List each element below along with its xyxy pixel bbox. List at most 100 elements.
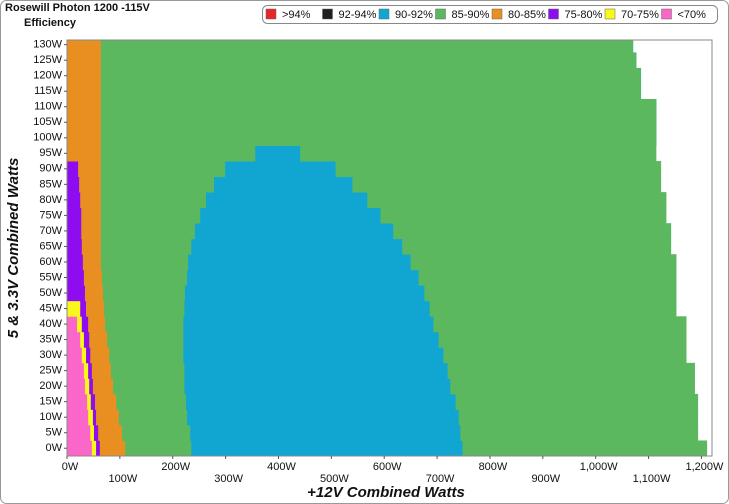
efficiency-cell — [335, 161, 662, 177]
x-tick-label: 300W — [214, 473, 243, 485]
y-tick-label: 90W — [39, 163, 62, 175]
efficiency-cell — [109, 347, 184, 364]
efficiency-cell — [104, 300, 185, 317]
efficiency-cell — [81, 223, 102, 240]
efficiency-cell — [80, 331, 85, 348]
efficiency-cell — [89, 331, 108, 348]
efficiency-cell — [112, 378, 185, 395]
legend-box — [262, 5, 718, 24]
y-tick-label: 25W — [39, 365, 62, 377]
efficiency-cell — [90, 424, 95, 441]
efficiency-cell — [89, 378, 94, 395]
efficiency-cell — [402, 238, 672, 255]
efficiency-cell — [443, 347, 687, 364]
efficiency-cell — [67, 83, 102, 100]
efficiency-cell — [67, 67, 102, 84]
efficiency-cell — [67, 254, 84, 271]
legend-swatch — [265, 8, 277, 20]
efficiency-cell — [191, 440, 463, 456]
efficiency-cell — [87, 393, 92, 410]
y-tick-label: 30W — [39, 349, 62, 361]
efficiency-cell — [300, 145, 657, 162]
efficiency-cell — [200, 207, 381, 224]
legend-swatch — [491, 8, 503, 20]
y-tick-label: 55W — [39, 271, 62, 283]
efficiency-cell — [67, 300, 81, 317]
y-tick-label: 105W — [33, 116, 62, 128]
efficiency-cell — [183, 347, 444, 364]
efficiency-cell — [78, 161, 102, 177]
efficiency-cell — [100, 161, 226, 177]
efficiency-cell — [184, 300, 431, 317]
y-tick-label: 15W — [39, 396, 62, 408]
efficiency-cell — [67, 114, 102, 131]
efficiency-cell — [80, 192, 102, 209]
efficiency-cell — [424, 285, 677, 302]
efficiency-cell — [410, 254, 677, 271]
x-tick-label: 600W — [373, 461, 402, 473]
efficiency-cell — [81, 238, 102, 255]
y-tick-label: 10W — [39, 411, 62, 423]
efficiency-cell — [183, 316, 434, 333]
x-axis-title: +12V Combined Watts — [307, 484, 465, 501]
y-axis-title: 5 & 3.3V Combined Watts — [5, 158, 22, 339]
efficiency-cell — [83, 269, 103, 286]
efficiency-cell — [100, 114, 657, 131]
y-tick-label: 20W — [39, 380, 62, 392]
legend-label: 92-94% — [339, 9, 377, 21]
efficiency-cell — [100, 67, 642, 84]
y-tick-label: 115W — [34, 85, 63, 97]
efficiency-cell — [100, 223, 196, 240]
efficiency-cell — [67, 238, 83, 255]
legend-label: 80-85% — [508, 9, 546, 21]
efficiency-cell — [100, 207, 201, 224]
efficiency-cell — [118, 409, 188, 426]
legend-label: 75-80% — [565, 9, 603, 21]
efficiency-cell — [67, 269, 85, 286]
chart-subtitle: Efficiency — [24, 17, 77, 29]
y-tick-label: 5W — [46, 427, 63, 439]
x-tick-label: 1,200W — [685, 461, 724, 473]
efficiency-cell — [183, 331, 440, 348]
efficiency-cell — [100, 238, 192, 255]
y-tick-label: 130W — [33, 39, 62, 51]
y-tick-label: 95W — [39, 147, 62, 159]
efficiency-cell — [88, 362, 93, 379]
efficiency-cell — [455, 393, 699, 410]
efficiency-cell — [92, 409, 97, 426]
efficiency-cell — [98, 424, 123, 441]
efficiency-cell — [116, 393, 187, 410]
efficiency-cell — [67, 347, 83, 364]
efficiency-cell — [67, 52, 102, 69]
efficiency-cell — [100, 192, 207, 209]
efficiency-cell — [121, 424, 191, 441]
y-tick-label: 75W — [39, 209, 62, 221]
efficiency-cell — [81, 316, 89, 333]
y-tick-label: 45W — [39, 302, 62, 314]
efficiency-cell — [67, 98, 102, 115]
y-tick-label: 35W — [39, 333, 62, 345]
efficiency-cell — [67, 424, 91, 441]
efficiency-cell — [188, 254, 412, 271]
efficiency-cell — [100, 145, 256, 162]
efficiency-cell — [393, 223, 672, 240]
efficiency-cell — [86, 347, 91, 364]
efficiency-cell — [194, 223, 394, 240]
efficiency-cell — [462, 440, 708, 456]
efficiency-cell — [255, 145, 301, 162]
efficiency-cell — [438, 331, 687, 348]
efficiency-cell — [88, 316, 106, 333]
x-tick-label: 200W — [161, 461, 190, 473]
efficiency-cell — [96, 409, 120, 426]
y-tick-label: 40W — [39, 318, 62, 330]
efficiency-cell — [433, 316, 687, 333]
legend-label: 90-92% — [395, 9, 433, 21]
efficiency-cell — [81, 347, 87, 364]
efficiency-cell — [91, 440, 97, 456]
x-tick-label: 800W — [479, 461, 508, 473]
efficiency-cell — [100, 83, 642, 100]
efficiency-cell — [67, 40, 102, 53]
efficiency-cell — [67, 145, 102, 162]
legend-swatch — [604, 8, 616, 20]
